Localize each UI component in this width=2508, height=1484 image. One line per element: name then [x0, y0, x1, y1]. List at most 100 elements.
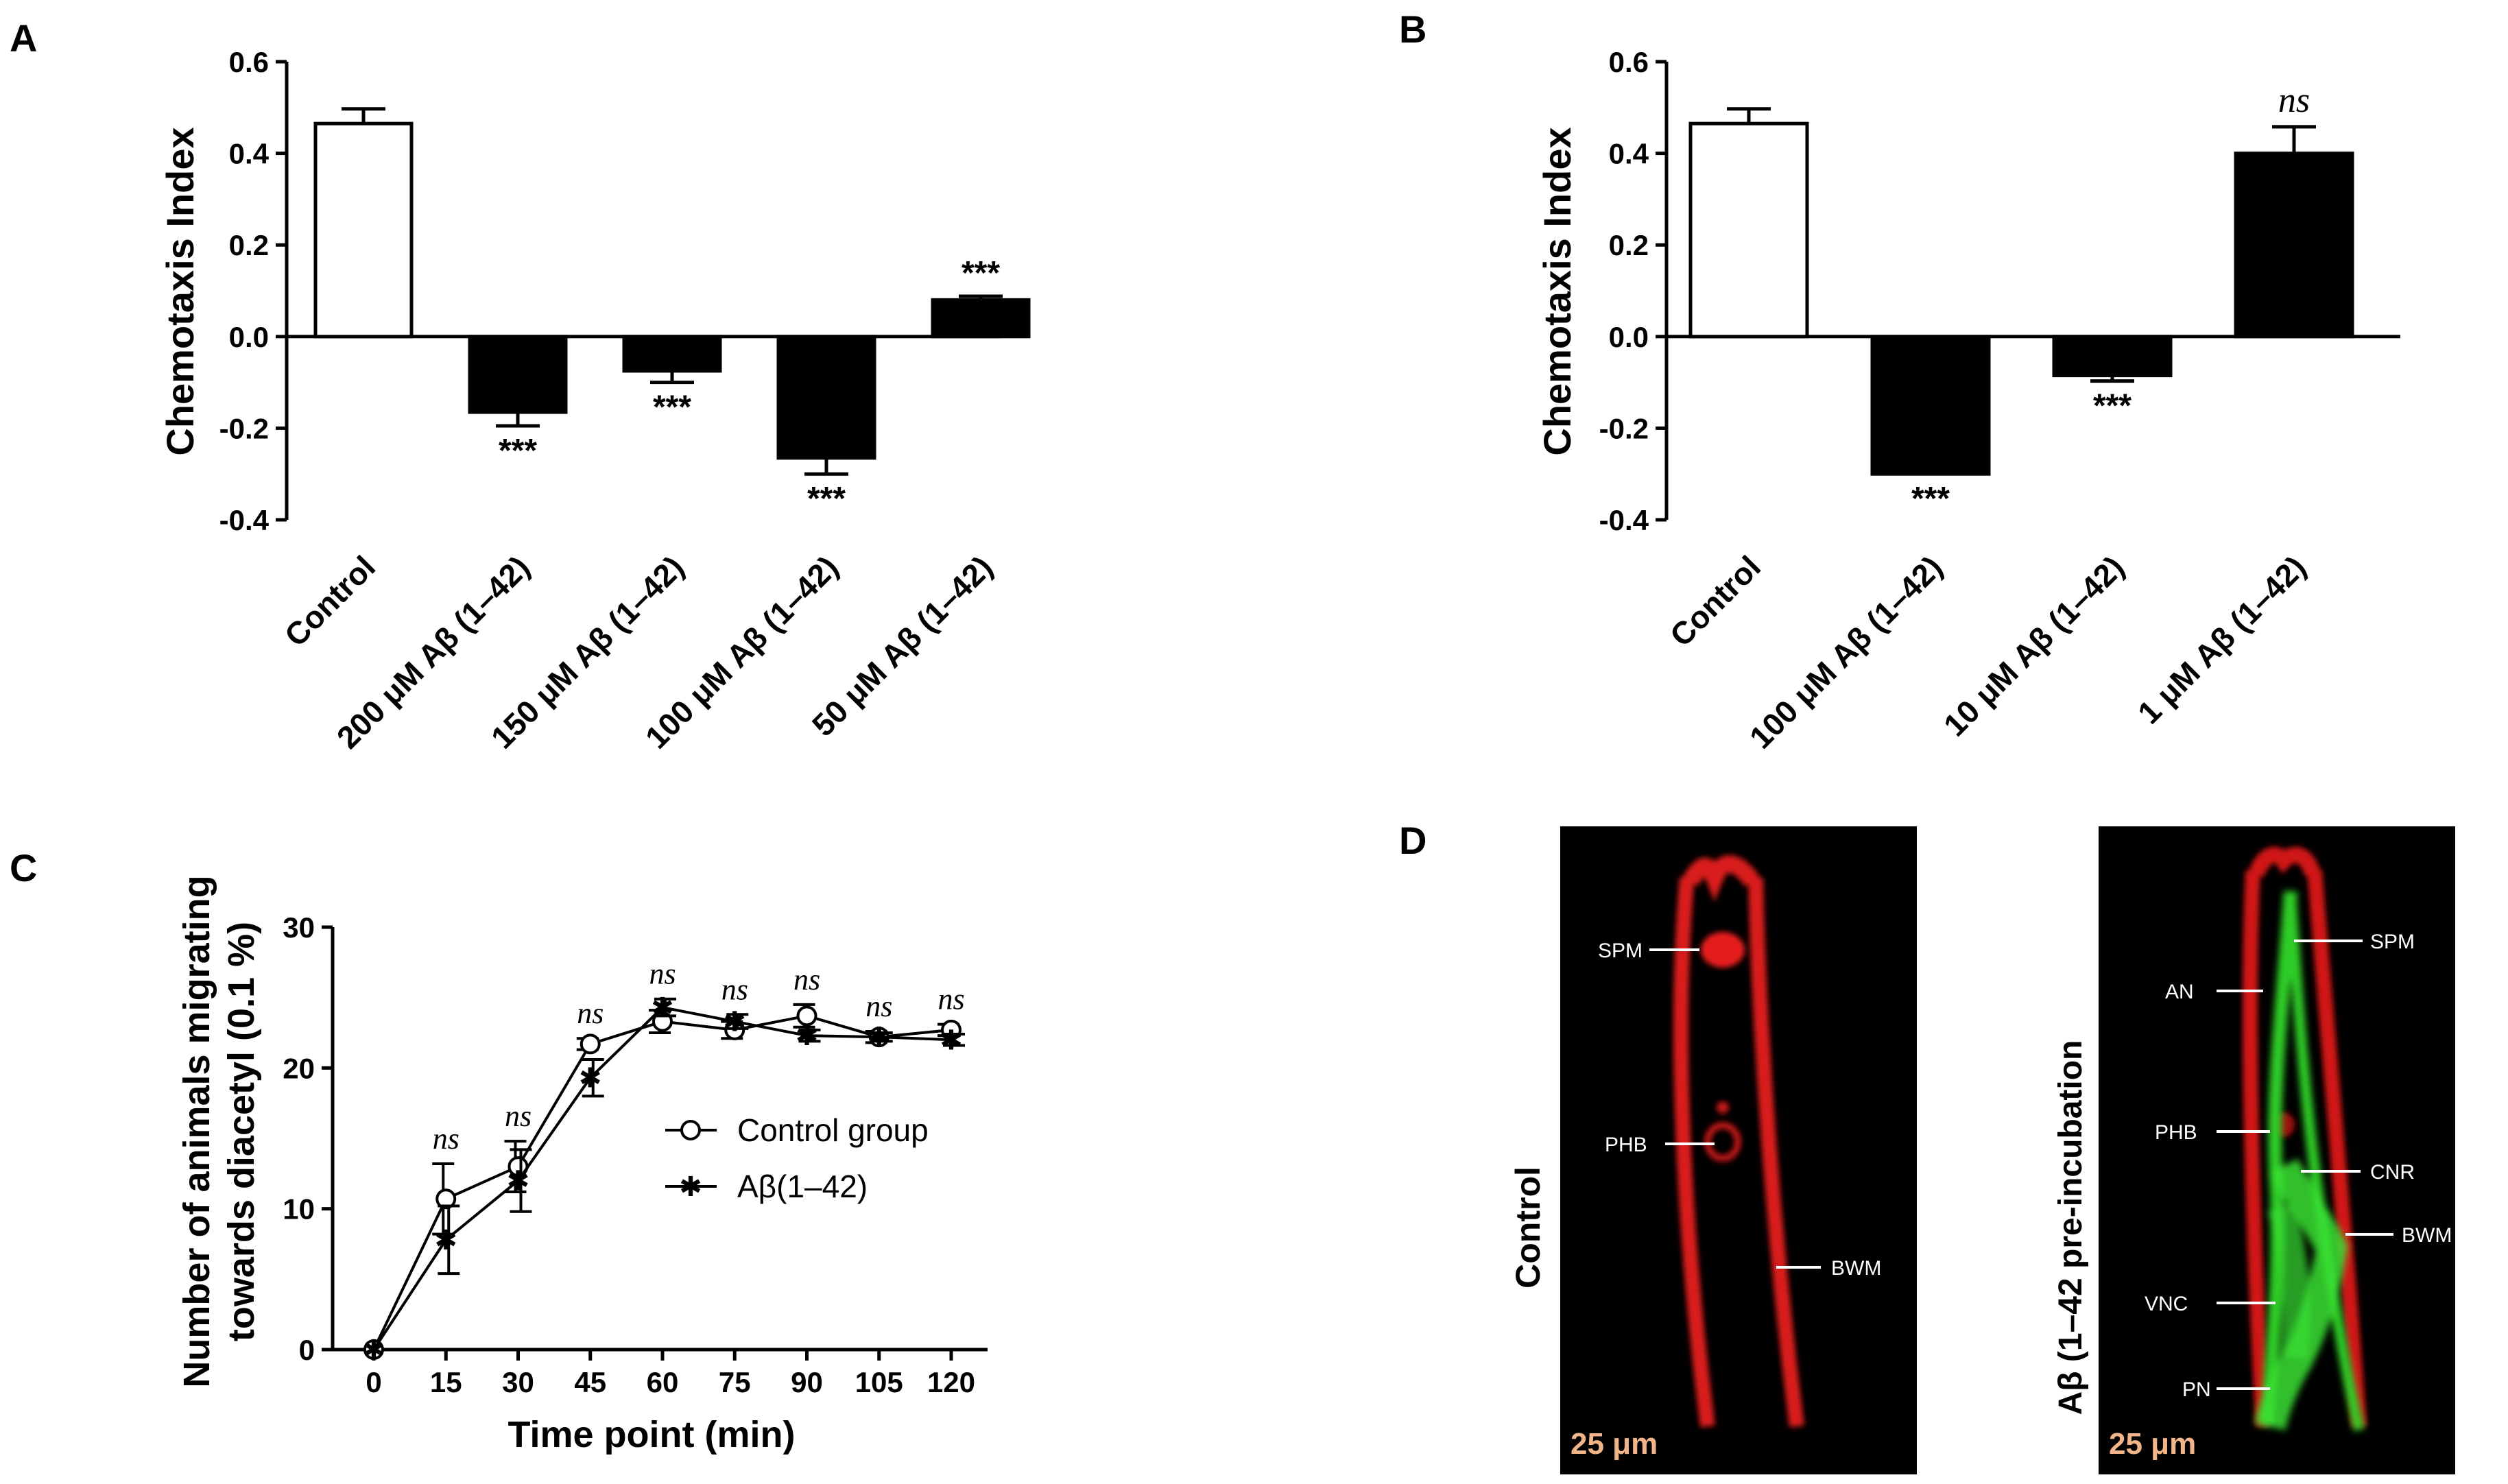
significance-label: ns: [937, 983, 964, 1016]
data-point: ✱: [796, 1021, 819, 1051]
bar: [1688, 121, 1809, 339]
treated-side-label: Aβ (1–42 pre-incubation: [2053, 1040, 2089, 1415]
significance-label: ***: [962, 255, 1000, 291]
y-axis-label: Chemotaxis Index: [158, 127, 202, 455]
micrograph-label: AN: [2165, 981, 2194, 1003]
data-point: [580, 1033, 601, 1055]
x-category-label: 100 μM Aβ (1–42): [1743, 549, 1949, 755]
bar: [468, 335, 568, 414]
y-tick-label: 0.4: [229, 138, 270, 170]
y-axis-label: Chemotaxis Index: [1536, 127, 1579, 455]
data-point: ✱: [651, 993, 674, 1023]
x-tick-label: 120: [927, 1366, 975, 1398]
x-tick-label: 0: [366, 1366, 381, 1398]
micrograph-label: BWM: [2402, 1224, 2452, 1247]
y-tick-label: 0.6: [1609, 46, 1649, 78]
bar: [2234, 152, 2354, 339]
x-tick-label: 30: [502, 1366, 534, 1398]
y-tick-label: 0: [299, 1334, 315, 1366]
control-side-label: Control: [1509, 1166, 1547, 1289]
x-category-label: Control: [278, 549, 382, 653]
y-tick-label: 0.2: [229, 229, 269, 261]
micrograph-label: SPM: [2370, 931, 2415, 953]
y-tick-label: 0.0: [229, 321, 269, 353]
panel-label-b: B: [1399, 8, 1426, 51]
panel-label-a: A: [10, 16, 37, 60]
micrograph-label: PHB: [1605, 1134, 1647, 1156]
y-tick-label: 30: [283, 911, 315, 944]
legend-marker: ✱: [679, 1172, 702, 1202]
significance-label: ***: [1911, 481, 1950, 517]
y-tick-label: 20: [283, 1052, 315, 1084]
legend-marker: [680, 1120, 701, 1140]
bar-chart-b: Chemotaxis Index -0.4 -0.2 0.0 0.2 0.4 0.6 Con…: [1536, 46, 2400, 756]
significance-label: ns: [793, 963, 820, 996]
x-category-label: Control: [1663, 549, 1767, 653]
panel-label-c: C: [10, 846, 37, 889]
significance-label: ns: [433, 1122, 459, 1156]
significance-label: ns: [2278, 81, 2310, 120]
bar: [931, 298, 1031, 339]
series-line: [372, 1005, 952, 1351]
y-tick-label: 0.2: [1609, 229, 1649, 261]
data-point: [435, 1188, 457, 1210]
data-point: ✱: [434, 1225, 457, 1256]
x-tick-label: 75: [719, 1366, 751, 1398]
significance-label: ns: [505, 1099, 532, 1133]
x-category-label: 10 μM Aβ (1–42): [1937, 549, 2131, 743]
bar-chart-a: Chemotaxis Index -0.4 -0.2 0.0 0.2 0.4 0.6 Con…: [158, 46, 1031, 756]
data-point: ✱: [579, 1064, 602, 1094]
micrograph-label: PHB: [2155, 1121, 2197, 1144]
y-tick-label: 0.0: [1609, 321, 1649, 353]
micrograph-label: SPM: [1598, 940, 1643, 962]
data-point: ✱: [868, 1022, 891, 1053]
significance-label: ***: [499, 433, 537, 469]
x-axis-label: Time point (min): [508, 1414, 796, 1455]
bar: [313, 121, 414, 339]
x-tick-label: 45: [574, 1366, 606, 1398]
y-axis-label-line-2: towards diacetyl (0.1 %): [221, 922, 262, 1341]
y-tick-label: 10: [283, 1193, 315, 1225]
y-tick-label: -0.4: [1599, 504, 1649, 536]
bar: [1870, 335, 1991, 476]
x-tick-label: 15: [430, 1366, 462, 1398]
legend-label: Aβ(1–42): [737, 1169, 868, 1204]
x-category-label: 1 μM Aβ (1–42): [2131, 549, 2313, 730]
microscopy-panel-d: Control Aβ (1–42 pre-incubation SPM PHB …: [1509, 826, 2455, 1474]
significance-label: ns: [649, 957, 676, 991]
micrograph-label: BWM: [1831, 1257, 1881, 1280]
y-tick-label: 0.6: [229, 46, 269, 78]
control-micrograph: SPM PHB BWM 25 μm: [1560, 826, 1917, 1474]
x-tick-label: 60: [647, 1366, 679, 1398]
y-tick-label: -0.2: [1599, 412, 1649, 444]
micrograph-label: CNR: [2370, 1161, 2415, 1184]
y-axis-label-line-1: Number of animals migrating: [176, 875, 217, 1387]
micrograph-label: VNC: [2145, 1293, 2188, 1315]
scale-bar-label: 25 μm: [1571, 1427, 1658, 1461]
y-tick-label: -0.2: [219, 412, 269, 444]
y-tick-label: -0.4: [219, 504, 270, 536]
significance-label: ***: [807, 481, 846, 517]
y-tick-label: 0.4: [1609, 138, 1649, 170]
green-fluorescence: [2254, 891, 2365, 1431]
significance-label: ns: [721, 972, 748, 1006]
x-tick-label: 105: [855, 1366, 903, 1398]
data-point: ✱: [507, 1166, 530, 1197]
scale-bar-label: 25 μm: [2109, 1427, 2196, 1461]
treated-micrograph: AN SPM PHB CNR BWM VNC PN 25 μm: [2099, 826, 2455, 1474]
significance-label: ***: [2093, 388, 2131, 424]
micrograph-label: PN: [2182, 1378, 2211, 1401]
bar: [2052, 335, 2173, 378]
significance-label: ***: [653, 390, 691, 426]
significance-label: ns: [577, 996, 604, 1030]
data-point: ✱: [723, 1007, 746, 1038]
bar: [776, 335, 876, 460]
data-point: [796, 1005, 817, 1027]
significance-label: ns: [865, 990, 892, 1023]
line-chart-c: Number of animals migrating towards diac…: [176, 875, 988, 1455]
bar: [622, 335, 722, 373]
data-point: ✱: [940, 1025, 963, 1055]
x-tick-label: 90: [791, 1366, 823, 1398]
control-worm-body: [1673, 855, 1804, 1428]
